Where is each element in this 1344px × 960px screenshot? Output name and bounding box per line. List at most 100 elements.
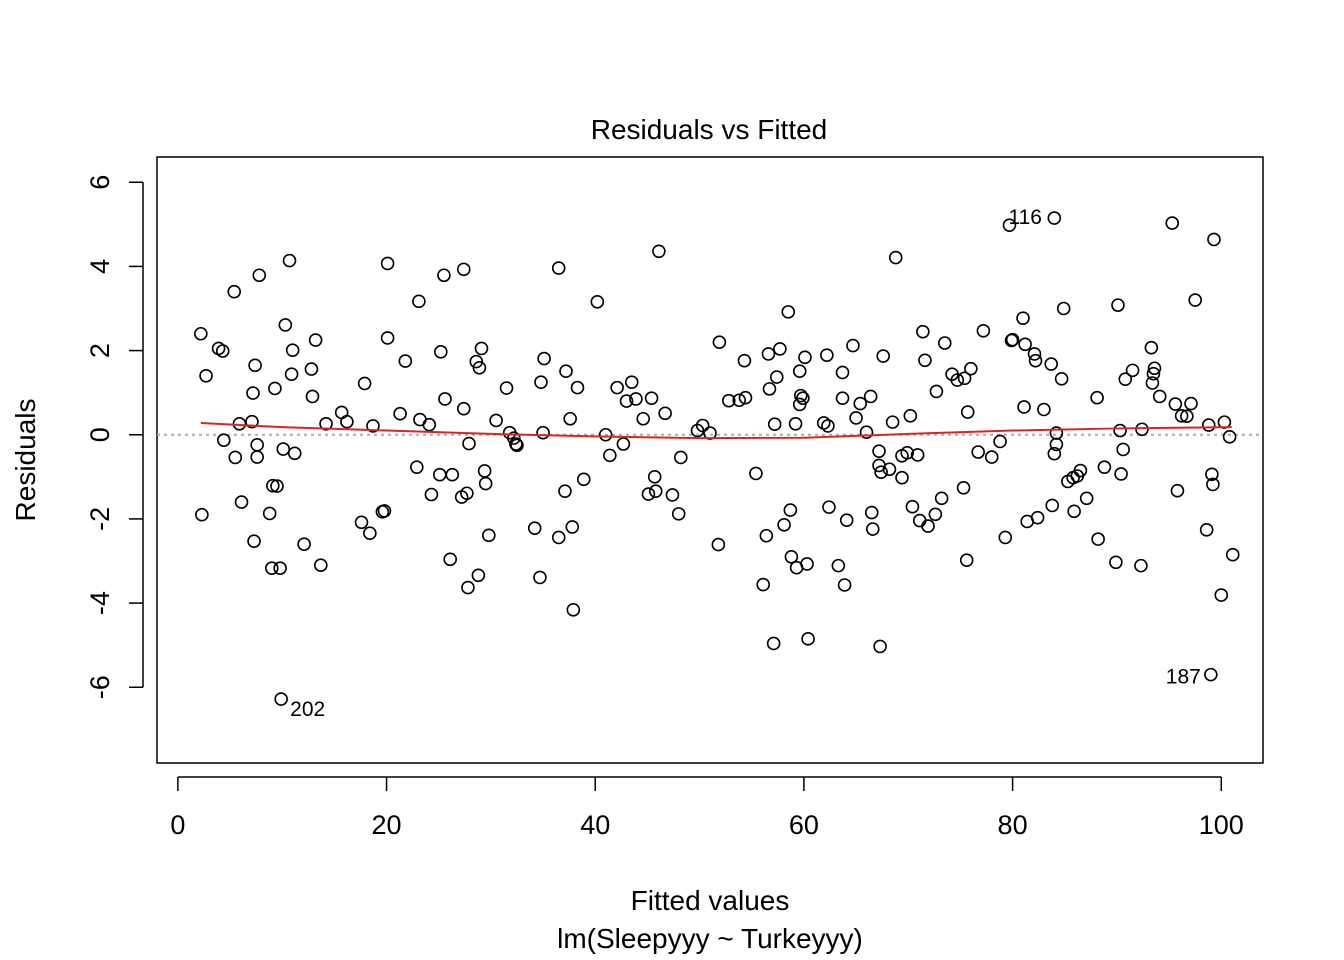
data-point	[873, 639, 887, 654]
data-point	[888, 250, 903, 265]
data-point	[412, 294, 426, 309]
data-point	[590, 294, 605, 309]
data-point	[835, 391, 850, 405]
data-point	[1037, 402, 1051, 417]
data-point	[629, 392, 643, 406]
data-point	[1207, 232, 1221, 247]
data-point	[636, 411, 651, 426]
data-point	[537, 351, 551, 366]
data-points	[194, 211, 1240, 706]
data-point	[1170, 483, 1185, 498]
data-point	[1180, 409, 1194, 424]
data-point	[671, 507, 686, 521]
point-id-label: 116	[1008, 206, 1041, 229]
data-point	[481, 528, 496, 543]
data-point	[1054, 371, 1069, 386]
data-point	[1199, 523, 1214, 537]
data-point	[853, 396, 868, 411]
data-point	[393, 406, 407, 421]
data-point	[821, 419, 835, 433]
data-point	[456, 262, 471, 277]
data-point	[783, 503, 798, 517]
data-point	[284, 367, 299, 381]
data-point	[905, 499, 920, 514]
data-point	[610, 380, 624, 395]
data-point	[644, 391, 659, 405]
data-point	[652, 244, 666, 259]
smooth-trend-line	[200, 421, 1232, 440]
data-point	[624, 375, 639, 389]
data-point	[363, 526, 377, 541]
data-point	[863, 389, 878, 404]
x-axis-label: Fitted values	[631, 885, 790, 916]
data-point	[319, 417, 333, 431]
data-point	[769, 370, 784, 384]
data-point	[872, 444, 886, 458]
data-point	[1201, 418, 1216, 432]
data-point	[998, 530, 1013, 545]
data-point	[798, 350, 812, 365]
data-point	[1222, 430, 1237, 444]
y-tick-label: -4	[85, 591, 115, 615]
data-point	[1091, 532, 1105, 546]
y-tick-label: 4	[85, 259, 115, 274]
data-point	[801, 632, 815, 646]
data-point	[971, 445, 985, 459]
data-point	[1205, 467, 1219, 482]
data-point	[761, 347, 776, 361]
data-point	[895, 470, 909, 485]
point-id-label: 187	[1166, 666, 1201, 689]
x-axis: 0 20 40 60 80 100	[170, 776, 1244, 840]
data-point	[1174, 409, 1189, 423]
data-point	[305, 389, 320, 404]
data-point	[658, 406, 672, 421]
data-point	[287, 446, 302, 461]
data-point	[559, 364, 573, 379]
data-point	[849, 411, 863, 425]
data-point	[472, 361, 487, 375]
x-tick-label: 60	[789, 810, 819, 840]
data-point	[1047, 446, 1062, 461]
data-point	[250, 438, 264, 452]
data-point	[1135, 422, 1149, 437]
data-point	[477, 464, 492, 478]
data-point	[835, 365, 850, 380]
data-point	[950, 373, 965, 387]
data-point	[264, 561, 279, 575]
data-point	[665, 488, 680, 502]
data-point	[846, 338, 860, 353]
plot-frame	[156, 156, 1264, 764]
data-point	[282, 253, 297, 268]
data-point	[1225, 547, 1240, 562]
data-point	[984, 450, 999, 464]
data-point	[262, 506, 277, 521]
data-point	[1168, 397, 1183, 411]
data-point	[603, 448, 617, 463]
data-point	[377, 504, 392, 518]
data-point	[816, 416, 831, 430]
data-point	[443, 552, 457, 567]
data-point	[937, 336, 952, 350]
data-point	[1016, 311, 1030, 325]
data-point	[246, 386, 260, 400]
data-point	[993, 434, 1007, 449]
data-point	[445, 467, 460, 482]
data-point	[248, 358, 262, 373]
data-point	[1056, 301, 1071, 316]
data-point	[1027, 347, 1042, 361]
data-point	[1114, 467, 1128, 481]
data-point	[424, 487, 439, 502]
data-point	[285, 343, 300, 357]
data-point	[956, 480, 971, 495]
data-point	[276, 442, 291, 456]
data-point	[934, 491, 949, 506]
x-tick-label: 0	[170, 810, 185, 840]
data-point	[509, 437, 523, 451]
data-point	[1018, 337, 1032, 352]
data-point	[900, 446, 915, 460]
data-point	[380, 256, 395, 271]
data-point	[777, 518, 791, 532]
data-point	[1125, 363, 1140, 378]
data-point	[245, 414, 259, 429]
